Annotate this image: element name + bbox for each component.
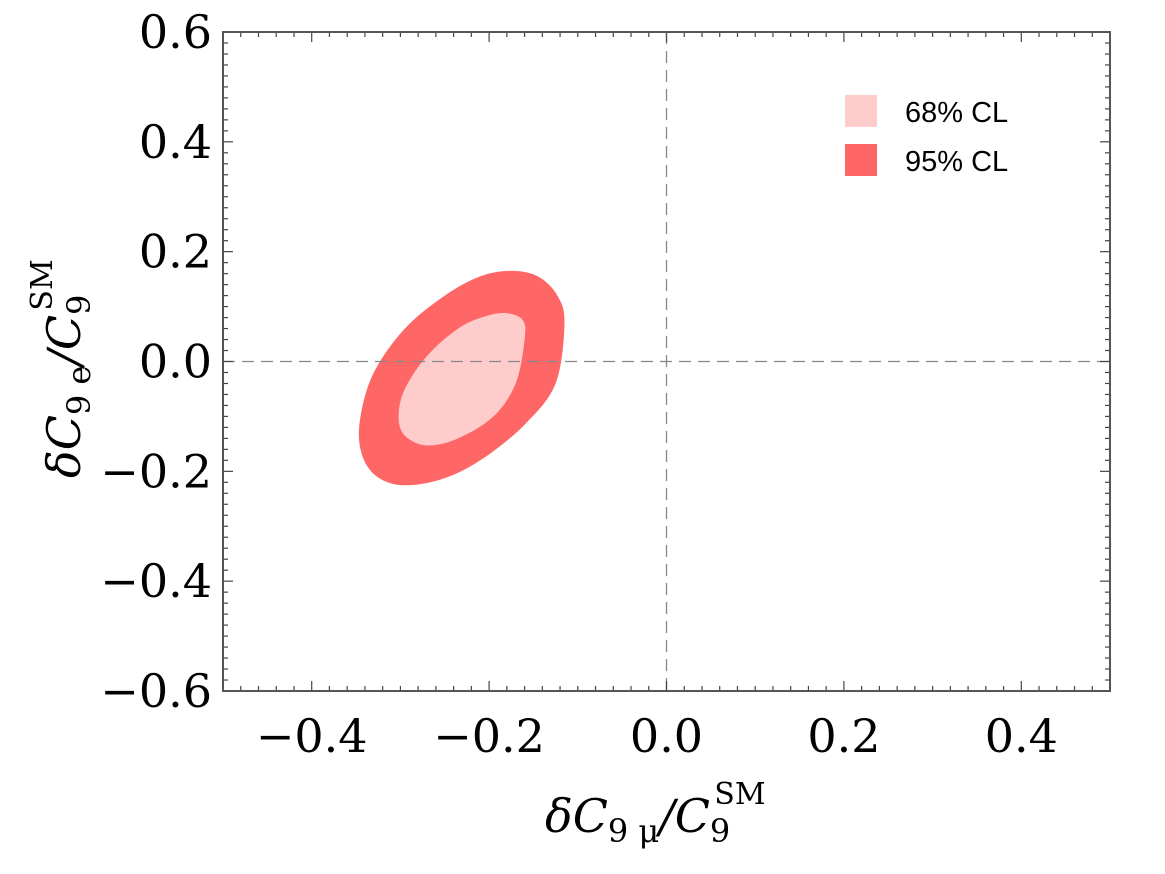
reference-lines: [223, 32, 1110, 691]
y-tick-label: −0.6: [100, 664, 212, 718]
confidence-regions: [358, 270, 565, 486]
tick-labels: −0.4 −0.2 0.0 0.2 0.4 −0.6 −0.4 −0.2 0.0 0.2 0.4 0.…: [100, 5, 1058, 763]
x-tick-label: 0.4: [985, 709, 1058, 763]
legend: 68% CL 95% CL: [845, 95, 1008, 178]
x-axis-label: δC9 μ/C9SM: [545, 777, 766, 850]
x-tick-label: −0.2: [433, 709, 545, 763]
region-68-cl: [398, 313, 526, 446]
y-tick-label: 0.2: [139, 225, 212, 279]
legend-label-68: 68% CL: [905, 97, 1008, 129]
plot-frame: [222, 31, 1111, 692]
y-tick-label: 0.4: [139, 115, 212, 169]
y-axis-label: δC9 e/C9SM: [25, 259, 98, 478]
legend-swatch-68: [845, 95, 877, 127]
y-tick-label: 0.6: [139, 5, 212, 59]
legend-label-95: 95% CL: [905, 146, 1008, 178]
y-tick-label: 0.0: [139, 335, 212, 389]
legend-swatch-95: [845, 144, 877, 176]
x-tick-label: 0.2: [807, 709, 880, 763]
y-tick-label: −0.2: [100, 444, 212, 498]
x-tick-label: 0.0: [630, 709, 703, 763]
x-tick-label: −0.4: [256, 709, 368, 763]
y-tick-label: −0.4: [100, 554, 212, 608]
